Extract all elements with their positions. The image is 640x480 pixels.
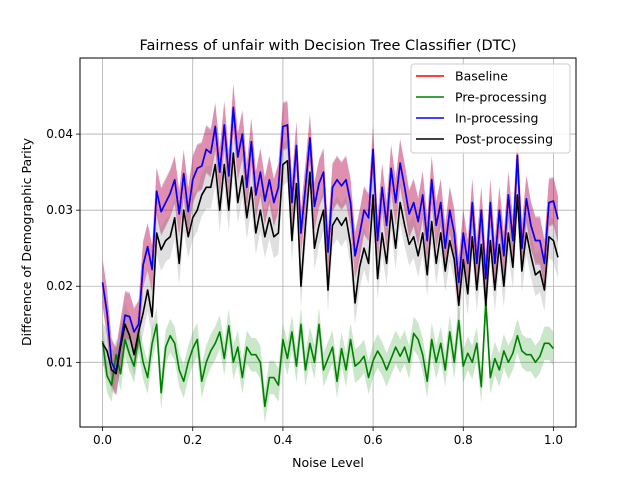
confidence-band <box>102 83 558 396</box>
chart-title: Fairness of unfair with Decision Tree Cl… <box>140 38 517 54</box>
legend-label: In-processing <box>455 111 538 126</box>
y-axis-ticks: 0.01 0.02 0.03 0.04 <box>46 127 80 369</box>
series-line <box>101 300 555 408</box>
y-tick-label: 0.03 <box>46 203 73 217</box>
legend-entries: Baseline Pre-processing In-processing Post-… <box>416 69 553 147</box>
x-tick-label: 0.4 <box>273 433 292 447</box>
legend-label: Post-processing <box>455 132 553 147</box>
series-line <box>101 152 559 375</box>
legend-label: Pre-processing <box>455 90 547 105</box>
x-tick-label: 0.8 <box>454 433 473 447</box>
x-axis-label: Noise Level <box>292 455 364 470</box>
x-tick-label: 0.0 <box>93 433 112 447</box>
x-tick-label: 0.6 <box>364 433 383 447</box>
legend: Baseline Pre-processing In-processing Post-… <box>410 63 571 154</box>
y-axis-label: Difference of Demographic Parity <box>19 137 34 346</box>
x-tick-label: 0.2 <box>183 433 202 447</box>
x-tick-label: 1.0 <box>544 433 563 447</box>
y-tick-label: 0.01 <box>46 355 73 369</box>
legend-label: Baseline <box>455 69 508 84</box>
y-tick-label: 0.02 <box>46 279 73 293</box>
confidence-band <box>102 284 554 424</box>
series-lines <box>101 106 559 408</box>
series-line <box>101 106 559 373</box>
y-tick-label: 0.04 <box>46 127 73 141</box>
legend-box <box>410 63 571 154</box>
confidence-band <box>102 84 558 395</box>
x-axis-ticks: 0.0 0.2 0.4 0.6 0.8 1.0 <box>93 427 563 447</box>
plot-frame <box>79 57 577 428</box>
